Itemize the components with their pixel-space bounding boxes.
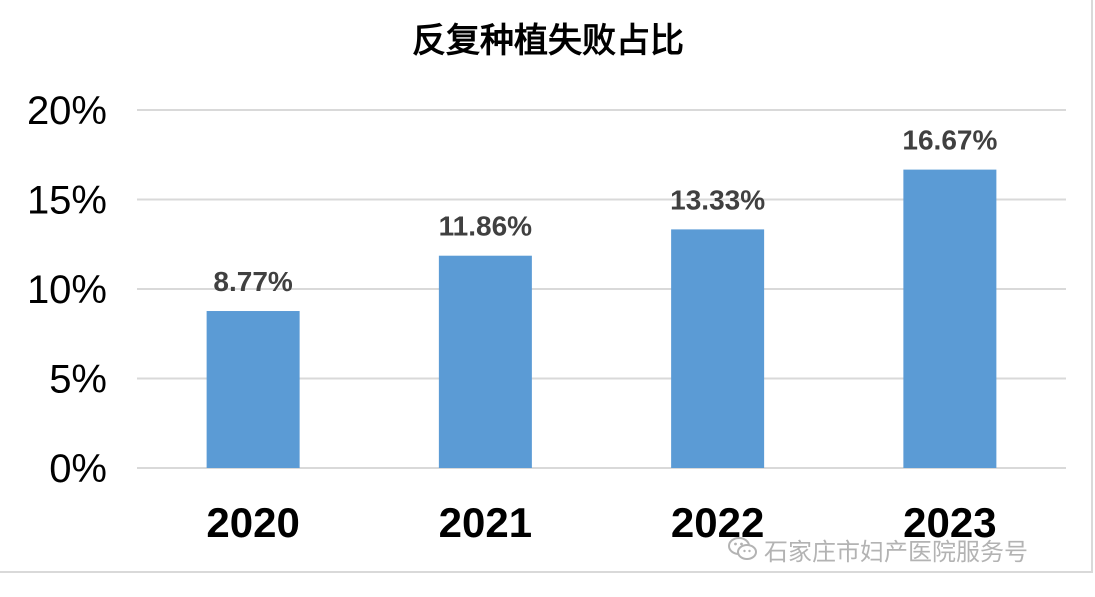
x-tick-label: 2021 [439,499,532,546]
watermark-text: 石家庄市妇产医院服务号 [764,537,1028,566]
data-label: 16.67% [902,125,997,156]
bar [671,229,765,468]
x-tick-label: 2020 [206,499,299,546]
data-label: 11.86% [439,211,533,242]
chart-title: 反复种植失败占比 [412,21,684,61]
x-tick-label: 2022 [671,499,764,546]
y-tick-label: 15% [27,179,107,223]
watermark: 石家庄市妇产医院服务号 [728,531,1028,567]
y-tick-label: 20% [27,89,107,133]
y-tick-label: 0% [49,447,107,491]
y-axis-ticks: 0% 5% 10% 15% 20% [27,89,107,491]
data-labels: 8.77% 11.86% 13.33% 16.67% [213,125,997,297]
x-tick-label: 2023 [903,499,996,546]
data-label: 8.77% [213,266,292,297]
x-axis-ticks: 2020 2021 2022 2023 [206,499,996,546]
bar-chart: 反复种植失败占比 0% 5% 10% 15% 20% 8.77% 11.86% 13.33%… [27,21,1066,546]
bar [206,311,300,468]
y-tick-label: 5% [49,358,107,402]
bars [206,169,997,468]
chart-frame [0,0,1093,573]
bar [438,255,532,468]
y-tick-label: 10% [27,268,107,312]
data-label: 13.33% [670,184,765,215]
bar [903,169,997,468]
wechat-icon [728,536,758,562]
